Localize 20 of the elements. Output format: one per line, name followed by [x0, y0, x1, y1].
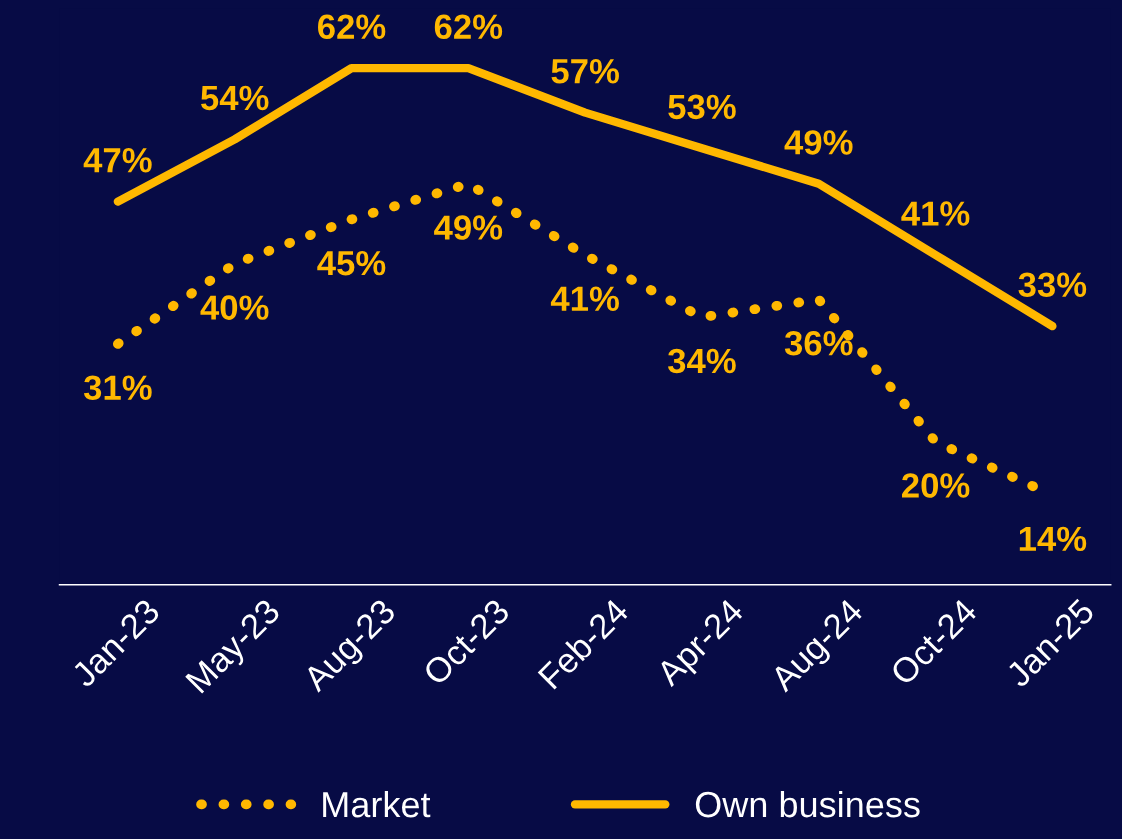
data-label: 49% — [784, 130, 853, 155]
data-label: 62% — [318, 14, 386, 40]
data-label: 34% — [667, 348, 736, 374]
data-label: 20% — [902, 473, 970, 498]
data-label: 45% — [317, 250, 386, 276]
data-label: 41% — [550, 286, 619, 311]
data-label: 14% — [1019, 526, 1087, 552]
legend-label: Own business — [695, 790, 920, 818]
data-label: 31% — [83, 375, 152, 401]
data-label: 49% — [434, 215, 503, 240]
legend-label: Market — [323, 790, 431, 818]
data-label: 40% — [200, 295, 269, 320]
data-label: 54% — [201, 85, 269, 111]
data-label: 57% — [551, 59, 619, 84]
data-label: 47% — [83, 148, 152, 173]
data-label: 62% — [434, 14, 503, 40]
data-label: 36% — [784, 330, 853, 356]
data-label: 41% — [901, 201, 970, 226]
data-label: 53% — [668, 94, 736, 120]
data-label: 33% — [1018, 272, 1087, 298]
